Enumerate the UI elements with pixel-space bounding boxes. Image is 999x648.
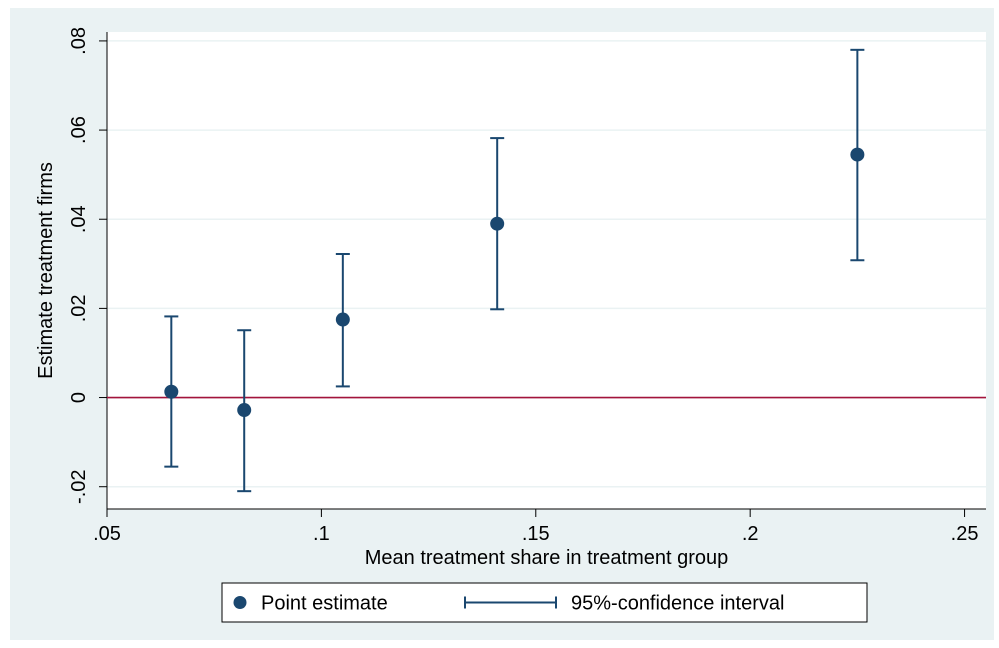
y-tick-label: .04 (68, 205, 90, 233)
y-tick-label: .08 (68, 27, 90, 55)
y-tick-label: .06 (68, 116, 90, 144)
x-axis-title: Mean treatment share in treatment group (365, 547, 729, 569)
axes: -.02 0 .02 .04 .06 .08 .05 .1 .15 .2 .25 (68, 27, 986, 545)
point-estimate (237, 403, 252, 418)
y-tick-label: 0 (68, 392, 90, 403)
plot-area (107, 32, 986, 509)
data-marks (107, 48, 986, 493)
legend-label-interval: 95%-confidence interval (571, 593, 784, 615)
y-axis-title: Estimate treatment firms (35, 162, 57, 379)
point-estimate (850, 147, 865, 162)
point-estimate (335, 312, 350, 327)
x-tick-label: .2 (742, 523, 759, 545)
legend: Point estimate 95%-confidence interval (221, 582, 868, 623)
x-tick-label: .05 (93, 523, 121, 545)
x-tick-label: .1 (313, 523, 330, 545)
point-estimate (164, 384, 179, 399)
x-tick-label: .15 (522, 523, 550, 545)
legend-point-symbol (233, 596, 247, 609)
point-estimate (490, 216, 505, 231)
y-tick-label: -.02 (68, 469, 90, 503)
x-tick-label: .25 (951, 523, 979, 545)
plot-background (107, 32, 986, 509)
y-tick-label: .02 (68, 294, 90, 322)
legend-label-point: Point estimate (261, 593, 388, 615)
